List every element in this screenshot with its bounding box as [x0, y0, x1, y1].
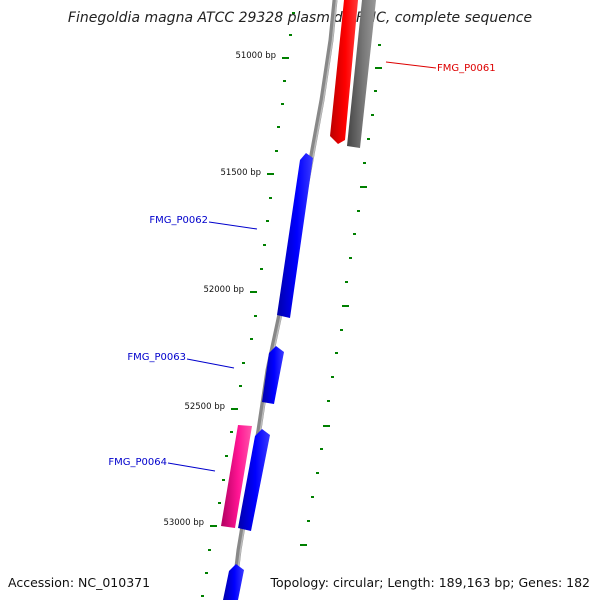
gene-arrow-fmg-p0062[interactable]	[277, 153, 313, 318]
bp-label-52500: 52500 bp	[184, 402, 225, 412]
gene-arrow-fmg-p0063[interactable]	[262, 346, 284, 404]
map-title: Finegoldia magna ATCC 29328 plasmid pFMC…	[67, 10, 533, 26]
gene-label-fmg-p0064[interactable]: FMG_P0064	[108, 457, 167, 468]
topology-text: Topology: circular; Length: 189,163 bp; …	[270, 575, 591, 590]
gene-label-fmg-p0062[interactable]: FMG_P0062	[149, 215, 208, 226]
bp-label-52000: 52000 bp	[203, 285, 244, 295]
gene-label-fmg-p0063[interactable]: FMG_P0063	[127, 352, 186, 363]
tick-track-right	[300, 44, 382, 546]
leader-line-fmg-p0063	[186, 358, 235, 369]
bp-label-51000: 51000 bp	[235, 51, 276, 61]
leader-line-fmg-p0064	[167, 462, 216, 472]
gene-label-fmg-p0061[interactable]: FMG_P0061	[437, 63, 496, 74]
gene-arrow-fmg-p0064[interactable]	[238, 429, 270, 531]
leader-line-fmg-p0062	[208, 221, 258, 230]
gene-arrow-bottom[interactable]	[223, 564, 244, 600]
gene-arrow-gray[interactable]	[347, 0, 376, 148]
gene-arrow-pink[interactable]	[221, 425, 252, 528]
bp-label-51500: 51500 bp	[220, 168, 261, 178]
accession-text: Accession: NC_010371	[8, 575, 151, 590]
gene-arrow-fmg-p0061[interactable]	[330, 0, 358, 144]
leader-line-fmg-p0061	[385, 61, 437, 69]
tick-track-left	[201, 12, 295, 597]
bp-label-53000: 53000 bp	[163, 518, 204, 528]
